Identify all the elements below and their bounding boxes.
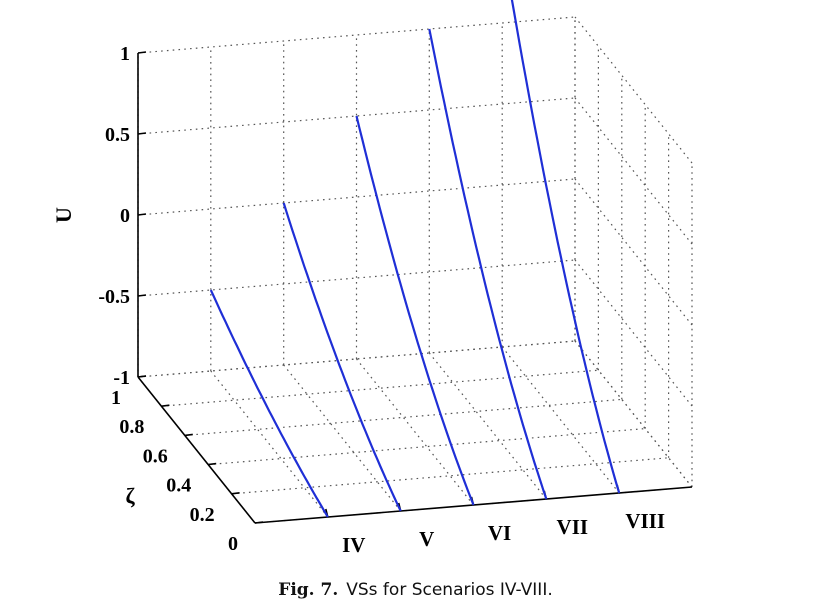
u-tick bbox=[137, 294, 147, 297]
grid-line bbox=[283, 364, 402, 512]
grid-line bbox=[574, 97, 693, 245]
grid-line bbox=[161, 369, 599, 407]
grid-line bbox=[574, 16, 693, 164]
u-tick-label: 0.5 bbox=[105, 124, 130, 146]
category-label-vii: VII bbox=[557, 515, 589, 539]
grid-line bbox=[137, 178, 576, 216]
zeta-tick-label: 0.8 bbox=[119, 416, 144, 438]
u-tick-label: -1 bbox=[113, 367, 130, 389]
zeta-tick-label: 0 bbox=[228, 533, 238, 555]
zeta-tick bbox=[161, 404, 170, 407]
grid-line bbox=[137, 97, 576, 135]
u-tick-label: 1 bbox=[120, 43, 130, 65]
grid-line bbox=[356, 358, 474, 506]
u-tick bbox=[137, 51, 147, 54]
u-tick bbox=[137, 213, 147, 216]
series-curve-v bbox=[282, 202, 402, 512]
grid-line bbox=[574, 340, 693, 488]
zeta-tick bbox=[231, 492, 240, 495]
zeta-tick-label: 0.2 bbox=[190, 504, 215, 526]
category-label-vi: VI bbox=[488, 521, 511, 545]
category-label-viii: VIII bbox=[625, 509, 665, 533]
series-curve-iv bbox=[209, 289, 329, 518]
series-curve-vi bbox=[355, 115, 475, 506]
grid-line bbox=[501, 346, 620, 494]
grid-line bbox=[574, 259, 693, 407]
zeta-axis bbox=[137, 376, 256, 524]
zeta-tick-label: 0.6 bbox=[143, 445, 168, 467]
u-tick bbox=[137, 132, 147, 135]
zeta-tick bbox=[208, 462, 217, 466]
zeta-tick-label: 1 bbox=[111, 387, 121, 409]
grid-line bbox=[184, 398, 622, 436]
series-curve-vii bbox=[428, 28, 548, 500]
series-curve-viii bbox=[510, 0, 621, 494]
grid-line bbox=[208, 428, 646, 466]
zeta-tick bbox=[184, 433, 193, 437]
series-curves bbox=[209, 0, 621, 518]
category-label-v: V bbox=[419, 527, 434, 551]
grid-line bbox=[231, 457, 669, 495]
caption-label: Fig. 7. bbox=[278, 580, 339, 600]
axes bbox=[137, 51, 693, 524]
figure-caption: Fig. 7. VSs for Scenarios IV-VIII. bbox=[0, 580, 831, 600]
grid-line bbox=[428, 352, 547, 500]
grid bbox=[137, 16, 693, 524]
grid-line bbox=[137, 259, 576, 297]
zeta-tick bbox=[254, 521, 264, 524]
u-axis-label: U bbox=[51, 207, 76, 223]
tick-labels: 1 0.5 0 -0.5 -1 0 0.2 0.4 0.6 0.8 1 IV V VI VII VIII Uζ bbox=[51, 43, 665, 557]
grid-line bbox=[210, 370, 329, 518]
u-tick-label: 0 bbox=[120, 205, 130, 227]
caption-text: VSs for Scenarios IV-VIII. bbox=[346, 580, 553, 600]
u-tick-label: -0.5 bbox=[98, 286, 130, 308]
zeta-axis-label: ζ bbox=[125, 483, 135, 508]
zeta-tick bbox=[137, 375, 147, 378]
zeta-tick-label: 0.4 bbox=[166, 475, 191, 497]
grid-line bbox=[574, 178, 693, 326]
grid-line bbox=[137, 16, 576, 54]
chart-3d: 1 0.5 0 -0.5 -1 0 0.2 0.4 0.6 0.8 1 IV V VI VII VIII Uζ bbox=[51, 0, 693, 557]
category-label-iv: IV bbox=[342, 533, 365, 557]
